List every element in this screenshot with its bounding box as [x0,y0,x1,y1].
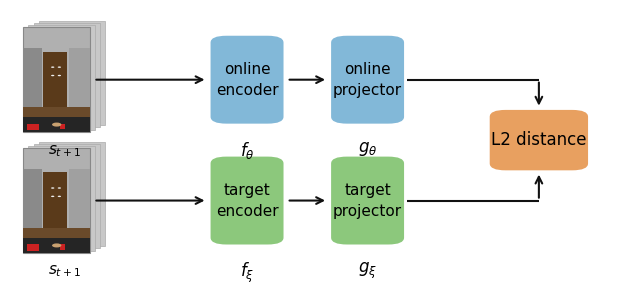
Text: target
projector: target projector [333,182,402,219]
FancyBboxPatch shape [331,36,404,124]
FancyBboxPatch shape [44,52,67,109]
Circle shape [51,187,54,189]
Circle shape [58,196,61,197]
FancyBboxPatch shape [211,36,284,124]
FancyBboxPatch shape [33,144,100,248]
FancyBboxPatch shape [60,244,65,250]
Circle shape [51,196,54,197]
Text: L2 distance: L2 distance [491,131,587,149]
Text: $s_{t+1}$: $s_{t+1}$ [48,264,81,279]
FancyBboxPatch shape [28,146,95,251]
FancyBboxPatch shape [24,148,90,253]
FancyBboxPatch shape [68,169,90,234]
FancyBboxPatch shape [38,21,105,125]
FancyBboxPatch shape [24,238,90,253]
FancyBboxPatch shape [27,124,38,130]
Circle shape [58,75,61,76]
Circle shape [58,66,61,68]
Text: target
encoder: target encoder [216,182,278,219]
FancyBboxPatch shape [24,28,90,132]
Circle shape [51,66,54,68]
Text: online
projector: online projector [333,62,402,98]
FancyBboxPatch shape [38,142,105,246]
Text: $f_{\xi}$: $f_{\xi}$ [240,261,254,285]
FancyBboxPatch shape [33,23,100,127]
Circle shape [58,187,61,189]
FancyBboxPatch shape [24,169,42,240]
Circle shape [52,123,61,127]
Text: $s_{t+1}$: $s_{t+1}$ [48,143,81,159]
Text: $f_{\theta}$: $f_{\theta}$ [239,140,255,161]
FancyBboxPatch shape [24,107,90,119]
FancyBboxPatch shape [44,172,67,230]
FancyBboxPatch shape [27,244,38,251]
FancyBboxPatch shape [24,48,42,119]
Circle shape [51,75,54,76]
Circle shape [52,243,61,247]
FancyBboxPatch shape [331,157,404,244]
FancyBboxPatch shape [68,48,90,113]
Text: $g_{\xi}$: $g_{\xi}$ [358,261,377,281]
FancyBboxPatch shape [24,228,90,240]
Text: $g_{\theta}$: $g_{\theta}$ [358,140,378,158]
FancyBboxPatch shape [490,110,588,170]
FancyBboxPatch shape [24,117,90,132]
FancyBboxPatch shape [60,124,65,129]
FancyBboxPatch shape [211,157,284,244]
FancyBboxPatch shape [28,25,95,130]
Text: online
encoder: online encoder [216,62,278,98]
